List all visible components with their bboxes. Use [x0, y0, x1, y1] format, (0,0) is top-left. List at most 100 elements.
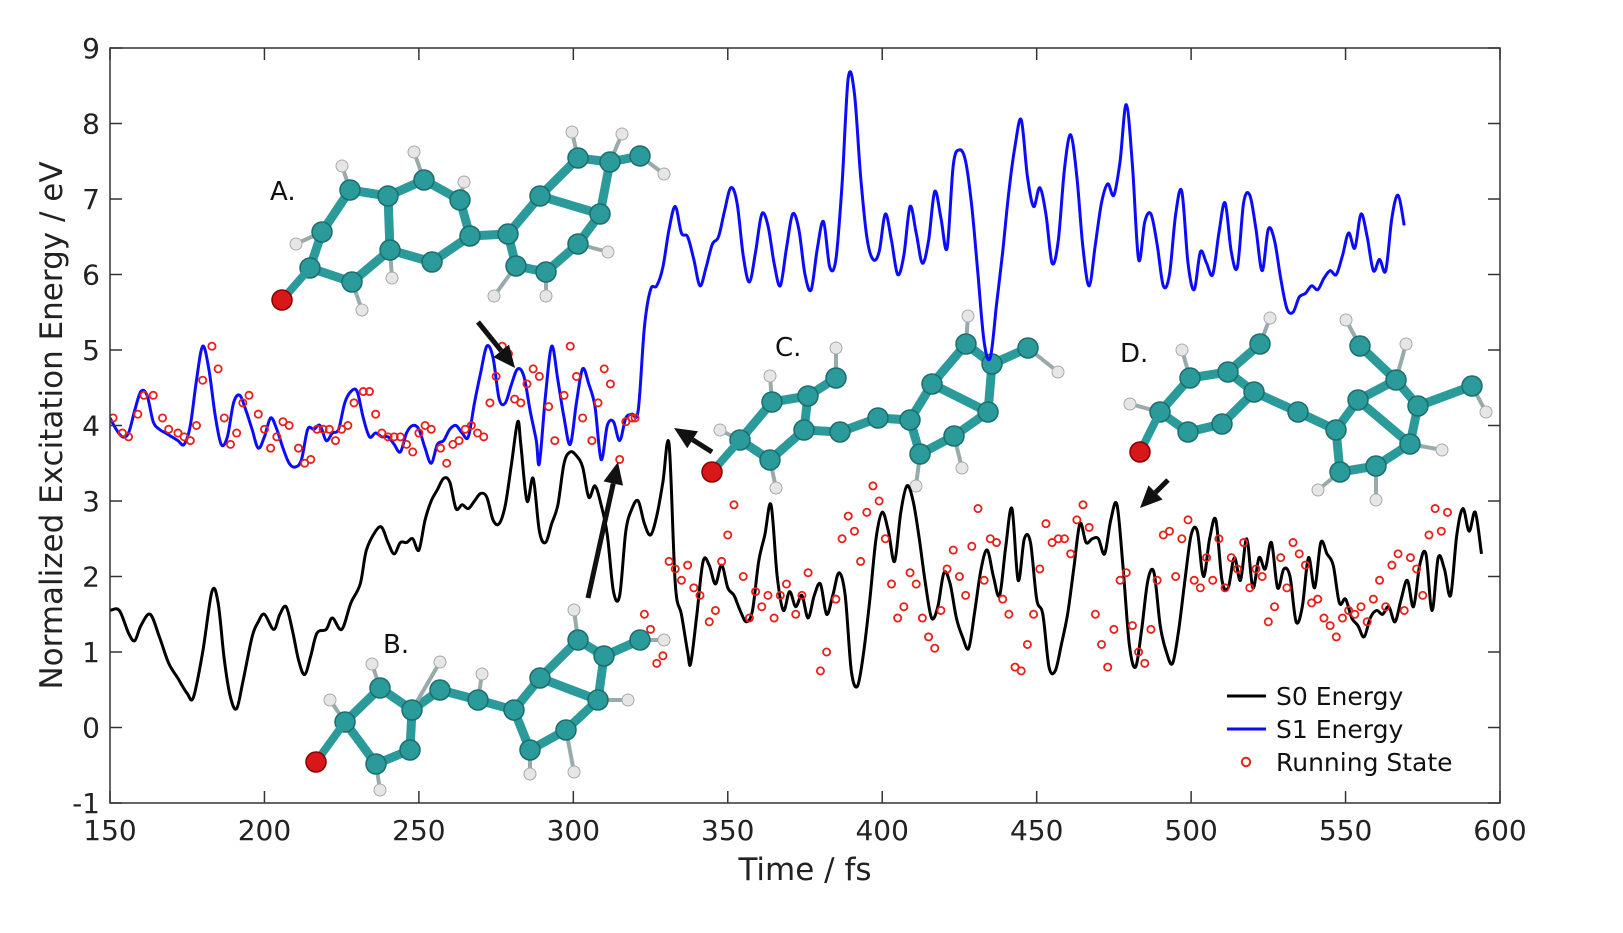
running-state-point: [843, 511, 853, 521]
carbon-atom: [535, 261, 557, 283]
hydrogen-atom: [1339, 313, 1353, 327]
molecule-label-c: C.: [775, 333, 801, 363]
arrow-to-c: [691, 437, 714, 455]
carbon-atom: [867, 407, 889, 429]
running-state-point: [1288, 538, 1298, 548]
running-state-point: [1350, 609, 1360, 619]
carbon-atom: [369, 677, 391, 699]
x-tick-label: 150: [83, 814, 136, 847]
running-state-point: [426, 424, 436, 434]
carbon-atom: [829, 421, 851, 443]
y-tick-label: 9: [82, 32, 100, 65]
running-state-point: [191, 420, 201, 430]
running-state-point: [1300, 560, 1310, 570]
hydrogen-atom: [373, 783, 387, 797]
x-tick-label: 200: [238, 814, 291, 847]
running-state-point: [383, 432, 393, 442]
carbon-atom: [413, 169, 435, 191]
running-state-point: [967, 541, 977, 551]
running-state-point: [1109, 624, 1119, 634]
running-state-point: [1393, 549, 1403, 559]
running-state-point: [1282, 583, 1292, 593]
running-state-point: [856, 556, 866, 566]
running-state-point: [683, 560, 693, 570]
running-state-point: [1035, 564, 1045, 574]
hydrogen-atom: [1175, 343, 1189, 357]
running-state-point: [110, 413, 118, 423]
y-tick-label: 0: [82, 712, 100, 745]
hydrogen-atom: [407, 145, 421, 159]
running-state-point: [565, 341, 575, 351]
running-state-point: [1078, 500, 1088, 510]
running-state-point: [751, 587, 761, 597]
carbon-atom: [567, 233, 589, 255]
running-state-point: [1177, 534, 1187, 544]
running-state-point: [886, 579, 896, 589]
running-state-point: [1362, 617, 1372, 627]
running-state-point: [775, 590, 785, 600]
running-state-point: [1189, 575, 1199, 585]
s1-energy-line: [110, 70, 1406, 469]
running-state-point: [293, 443, 303, 453]
running-state-point: [306, 454, 316, 464]
running-state-point: [599, 364, 609, 374]
hydrogen-atom: [539, 289, 553, 303]
annotation-arrows: [476, 320, 1170, 599]
hydrogen-atom: [601, 245, 615, 259]
hydrogen-atom: [1051, 365, 1065, 379]
running-state-point: [791, 609, 801, 619]
y-axis-ticks: -1 0 1 2 3 4 5 6 7 8 9: [72, 32, 1500, 820]
carbon-atom: [1287, 401, 1309, 423]
carbon-atom: [629, 629, 651, 651]
carbon-atom: [1177, 421, 1199, 443]
molecule-label-d: D.: [1120, 339, 1148, 369]
hydrogen-atom: [355, 303, 369, 317]
running-state-point: [185, 436, 195, 446]
arrow-to-a: [476, 320, 504, 353]
carbon-atom: [797, 385, 819, 407]
running-state-point: [522, 379, 532, 389]
running-state-point: [133, 409, 143, 419]
carbon-atom: [311, 221, 333, 243]
carbon-atom: [341, 271, 363, 293]
carbon-atom: [529, 667, 551, 689]
running-state-point: [893, 613, 903, 623]
running-state-point: [117, 428, 127, 438]
carbon-atom: [401, 699, 423, 721]
running-state-point: [377, 428, 387, 438]
carbon-atom: [1365, 455, 1387, 477]
legend-running-state-marker: [1240, 756, 1252, 768]
oxygen-atom: [305, 751, 327, 773]
hydrogen-atom: [385, 271, 399, 285]
running-state-point: [924, 632, 934, 642]
arrow-to-d: [1153, 478, 1170, 495]
hydrogen-atom: [1123, 397, 1137, 411]
carbon-atom: [593, 645, 615, 667]
running-state-point: [578, 413, 588, 423]
carbon-atom: [1399, 433, 1421, 455]
molecule-c: [701, 309, 1065, 495]
running-state-point: [395, 432, 405, 442]
x-tick-label: 350: [701, 814, 754, 847]
carbon-atom: [899, 409, 921, 431]
running-state-point: [899, 602, 909, 612]
molecule-insets: [271, 125, 1493, 797]
molecule-b: [305, 603, 671, 797]
running-state-point: [473, 428, 483, 438]
carbon-atom: [1385, 369, 1407, 391]
running-state-point: [1387, 560, 1397, 570]
hydrogen-atom: [433, 655, 447, 669]
running-state-point: [1412, 564, 1422, 574]
running-state-point: [148, 390, 158, 400]
running-state-point: [343, 420, 353, 430]
hydrogen-atom: [323, 693, 337, 707]
carbon-atom: [429, 679, 451, 701]
molecule-label-b: B.: [383, 630, 409, 660]
running-state-point: [1127, 621, 1137, 631]
carbon-atom: [1017, 337, 1039, 359]
y-tick-label: 6: [82, 259, 100, 292]
hydrogen-atom: [769, 481, 783, 495]
carbon-atom: [449, 189, 471, 211]
running-state-point: [534, 371, 544, 381]
running-state-point: [1146, 624, 1156, 634]
